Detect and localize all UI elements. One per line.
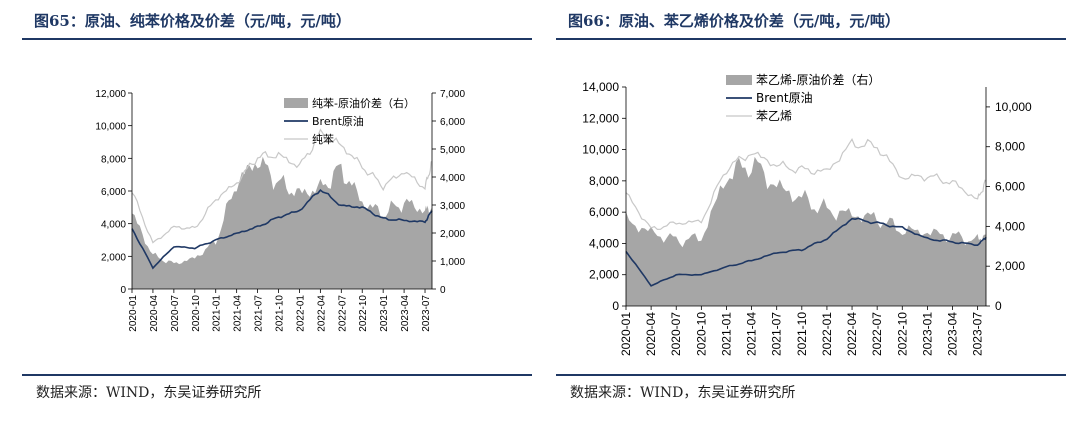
legend-label: Brent原油 [756,91,813,105]
y-tick-label: 2,000 [101,252,126,263]
x-tick-label: 2021-10 [275,295,286,332]
x-tick-label: 2022-01 [820,312,834,356]
figure-66-source: 数据来源：WIND，东吴证券研究所 [570,385,796,401]
y-tick-label: 4,000 [589,236,619,250]
axes: 0 2,000 4,000 6,000 8,000 10,000 12,000 0 1,000 2… [95,89,465,332]
legend-label: 苯乙烯 [756,109,792,123]
x-tick-label: 2020-10 [191,295,202,332]
x-tick-label: 2020-04 [149,295,160,332]
x-tick-label: 2021-10 [795,312,809,356]
x-tick-label: 2021-01 [719,312,733,356]
x-tick-label: 2022-01 [295,295,306,332]
x-tick-label: 2021-01 [212,295,223,332]
legend-label: 纯苯-原油价差（右） [312,96,415,110]
x-tick-label: 2023-07 [971,312,985,356]
x-tick-label: 2022-07 [870,312,884,356]
y2-tick-label: 2,000 [440,229,465,240]
y2-tick-label: 2,000 [995,259,1025,273]
source-rule [22,374,532,376]
x-tick-label: 2020-01 [128,295,139,332]
figure-65-source: 数据来源：WIND，东吴证券研究所 [36,385,262,401]
series-line-brent [625,217,987,287]
figure-66-chart: 0 2,000 4,000 6,000 8,000 10,000 12,000 14,000 0… [582,72,1032,356]
x-tick-label: 2021-07 [770,312,784,356]
series-group [131,128,433,289]
y-tick-label: 6,000 [589,205,619,219]
x-tick-label: 2020-07 [170,295,181,332]
legend-swatch-area [284,98,308,108]
series-group [625,138,987,306]
x-tick-label: 2022-04 [845,312,859,356]
y-tick-label: 10,000 [95,122,126,133]
x-tick-label: 2022-10 [358,295,369,332]
series-area-spread [132,156,432,289]
x-tick-label: 2020-10 [694,312,708,356]
x-tick-label: 2022-10 [895,312,909,356]
legend-swatch-area [726,75,752,85]
x-tick-label: 2023-01 [920,312,934,356]
y-tick-label: 2,000 [589,268,619,282]
legend-label: 苯乙烯-原油价差（右） [756,72,880,87]
axes: 0 2,000 4,000 6,000 8,000 10,000 12,000 14,000 0… [582,80,1032,356]
legend-label: 纯苯 [312,132,334,146]
x-tick-label: 2022-04 [316,295,327,332]
x-tick-label: 2020-04 [644,312,658,356]
y-tick-label: 8,000 [589,174,619,188]
figure-65-title: 图65：原油、纯苯价格及价差（元/吨，元/吨） [34,12,351,30]
y2-tick-label: 5,000 [440,145,465,156]
y-tick-label: 12,000 [582,111,619,125]
x-tick-label: 2021-07 [254,295,265,332]
y-tick-label: 14,000 [582,80,619,94]
y2-tick-label: 7,000 [440,89,465,100]
y2-tick-label: 4,000 [995,219,1025,233]
y-tick-label: 10,000 [582,143,619,157]
y2-tick-label: 10,000 [995,100,1032,114]
y2-tick-label: 6,000 [440,117,465,128]
x-tick-label: 2020-07 [669,312,683,356]
y-tick-label: 0 [120,285,126,296]
x-tick-label: 2021-04 [233,295,244,332]
y-tick-label: 8,000 [101,154,126,165]
x-tick-label: 2023-04 [400,295,411,332]
series-line-brent [131,188,433,270]
x-tick-label: 2023-01 [379,295,390,332]
y2-tick-label: 4,000 [440,173,465,184]
y-tick-label: 6,000 [101,187,126,198]
x-tick-label: 2023-04 [946,312,960,356]
y-tick-label: 0 [612,299,619,313]
figure-66-panel: 图66：原油、苯乙烯价格及价差（元/吨，元/吨） 0 2,000 4,000 6,00… [556,0,1066,424]
series-area-spread [626,156,986,306]
y2-tick-label: 6,000 [995,180,1025,194]
y2-tick-label: 0 [995,299,1002,313]
x-tick-label: 2023-07 [421,295,432,332]
x-tick-label: 2020-01 [619,312,633,356]
series-line-product [625,138,987,231]
y2-tick-label: 1,000 [440,257,465,268]
figure-66-title: 图66：原油、苯乙烯价格及价差（元/吨，元/吨） [568,12,900,30]
x-tick-label: 2021-04 [745,312,759,356]
source-rule [556,374,1066,376]
title-rule [22,38,532,40]
title-rule [556,38,1066,40]
series-line-product [131,128,433,244]
legend-label: Brent原油 [312,114,364,128]
y2-tick-label: 0 [440,285,446,296]
y-tick-label: 12,000 [95,89,126,100]
figure-65-chart: 0 2,000 4,000 6,000 8,000 10,000 12,000 0 1,000 2… [95,89,465,332]
figure-65-panel: 图65：原油、纯苯价格及价差（元/吨，元/吨） 0 2,000 4,000 6,000… [22,0,532,424]
x-tick-label: 2022-07 [337,295,348,332]
y2-tick-label: 8,000 [995,140,1025,154]
y-tick-label: 4,000 [101,220,126,231]
y2-tick-label: 3,000 [440,201,465,212]
